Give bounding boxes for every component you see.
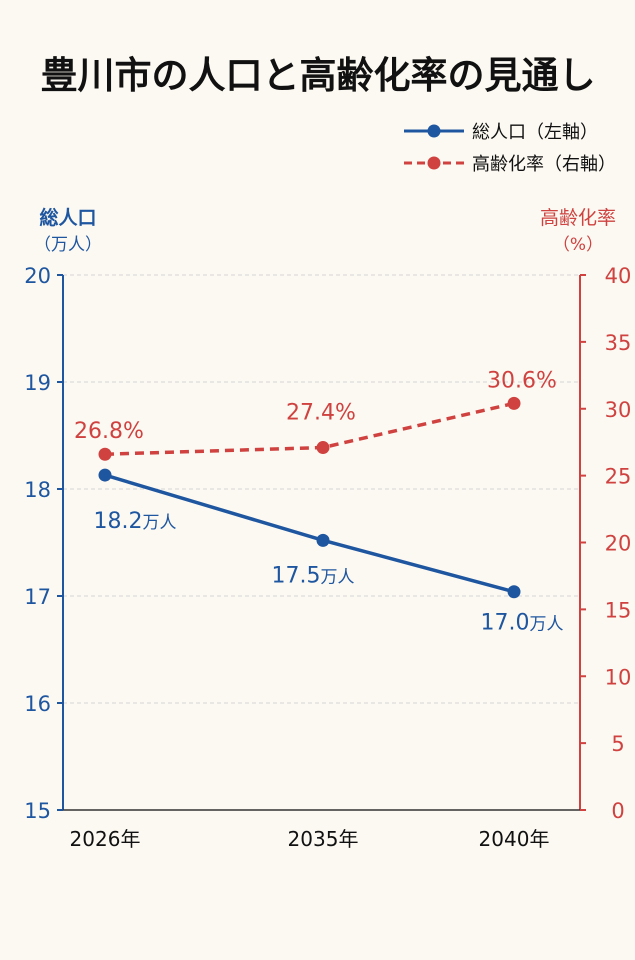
data-point xyxy=(316,441,330,455)
legend-marker xyxy=(427,124,441,138)
data-label-value: 27.4% xyxy=(286,401,356,426)
legend-label: 高齢化率（右軸） xyxy=(472,154,616,175)
x-tick-label: 2040年 xyxy=(479,827,550,851)
data-label-value: 18.2 xyxy=(94,509,143,534)
left-tick-label: 16 xyxy=(24,692,51,716)
right-axis-title: 高齢化率 xyxy=(540,207,616,229)
data-label: 27.4% xyxy=(286,401,356,426)
x-tick-label: 2026年 xyxy=(70,827,141,851)
right-tick-label: 20 xyxy=(605,532,632,556)
left-tick-label: 17 xyxy=(24,585,51,609)
legend-label: 総人口（左軸） xyxy=(472,122,598,143)
right-tick-label: 25 xyxy=(605,465,632,489)
grid xyxy=(63,274,580,704)
legend-marker xyxy=(427,156,441,170)
data-label: 17.0万人 xyxy=(481,611,564,636)
data-label-value: 17.5 xyxy=(272,563,321,588)
data-point xyxy=(98,447,112,461)
data-label: 18.2万人 xyxy=(94,509,177,534)
chart-title: 豊川市の人口と高齢化率の見通し xyxy=(41,54,596,97)
legend: 総人口（左軸） 高齢化率（右軸） xyxy=(404,122,616,175)
right-tick-label: 5 xyxy=(611,732,624,756)
left-axis-unit: （万人） xyxy=(34,235,102,255)
x-tick-label: 2035年 xyxy=(288,827,359,851)
right-tick-label: 40 xyxy=(605,264,632,288)
right-tick-label: 35 xyxy=(605,331,632,355)
data-label-unit: 万人 xyxy=(529,615,563,635)
data-label-value: 26.8% xyxy=(74,419,144,444)
data-point xyxy=(507,585,521,599)
right-tick-label: 0 xyxy=(611,799,624,823)
right-tick-label: 10 xyxy=(605,665,632,689)
left-tick-label: 20 xyxy=(24,264,51,288)
data-point xyxy=(316,533,330,547)
data-label-unit: 万人 xyxy=(320,567,354,587)
left-tick-label: 19 xyxy=(24,371,51,395)
data-label-value: 30.6% xyxy=(487,368,557,393)
data-point xyxy=(507,396,521,410)
left-tick-label: 18 xyxy=(24,478,51,502)
data-label: 26.8% xyxy=(74,419,144,444)
axes: 15 16 17 18 19 20 0 5 10 15 20 25 30 35 40 2026年 2035年 20… xyxy=(24,264,631,851)
data-label-unit: 万人 xyxy=(142,513,176,533)
right-tick-label: 30 xyxy=(605,398,632,422)
right-tick-label: 15 xyxy=(605,598,632,622)
left-axis-title: 総人口 xyxy=(39,206,96,229)
axis-titles: 総人口 （万人） 高齢化率 （%） xyxy=(34,206,616,255)
data-label: 17.5万人 xyxy=(272,563,355,588)
data-label-value: 17.0 xyxy=(481,611,530,636)
data-point xyxy=(98,468,112,482)
data-label: 30.6% xyxy=(487,368,557,393)
left-tick-label: 15 xyxy=(24,799,51,823)
right-axis-unit: （%） xyxy=(553,235,603,255)
